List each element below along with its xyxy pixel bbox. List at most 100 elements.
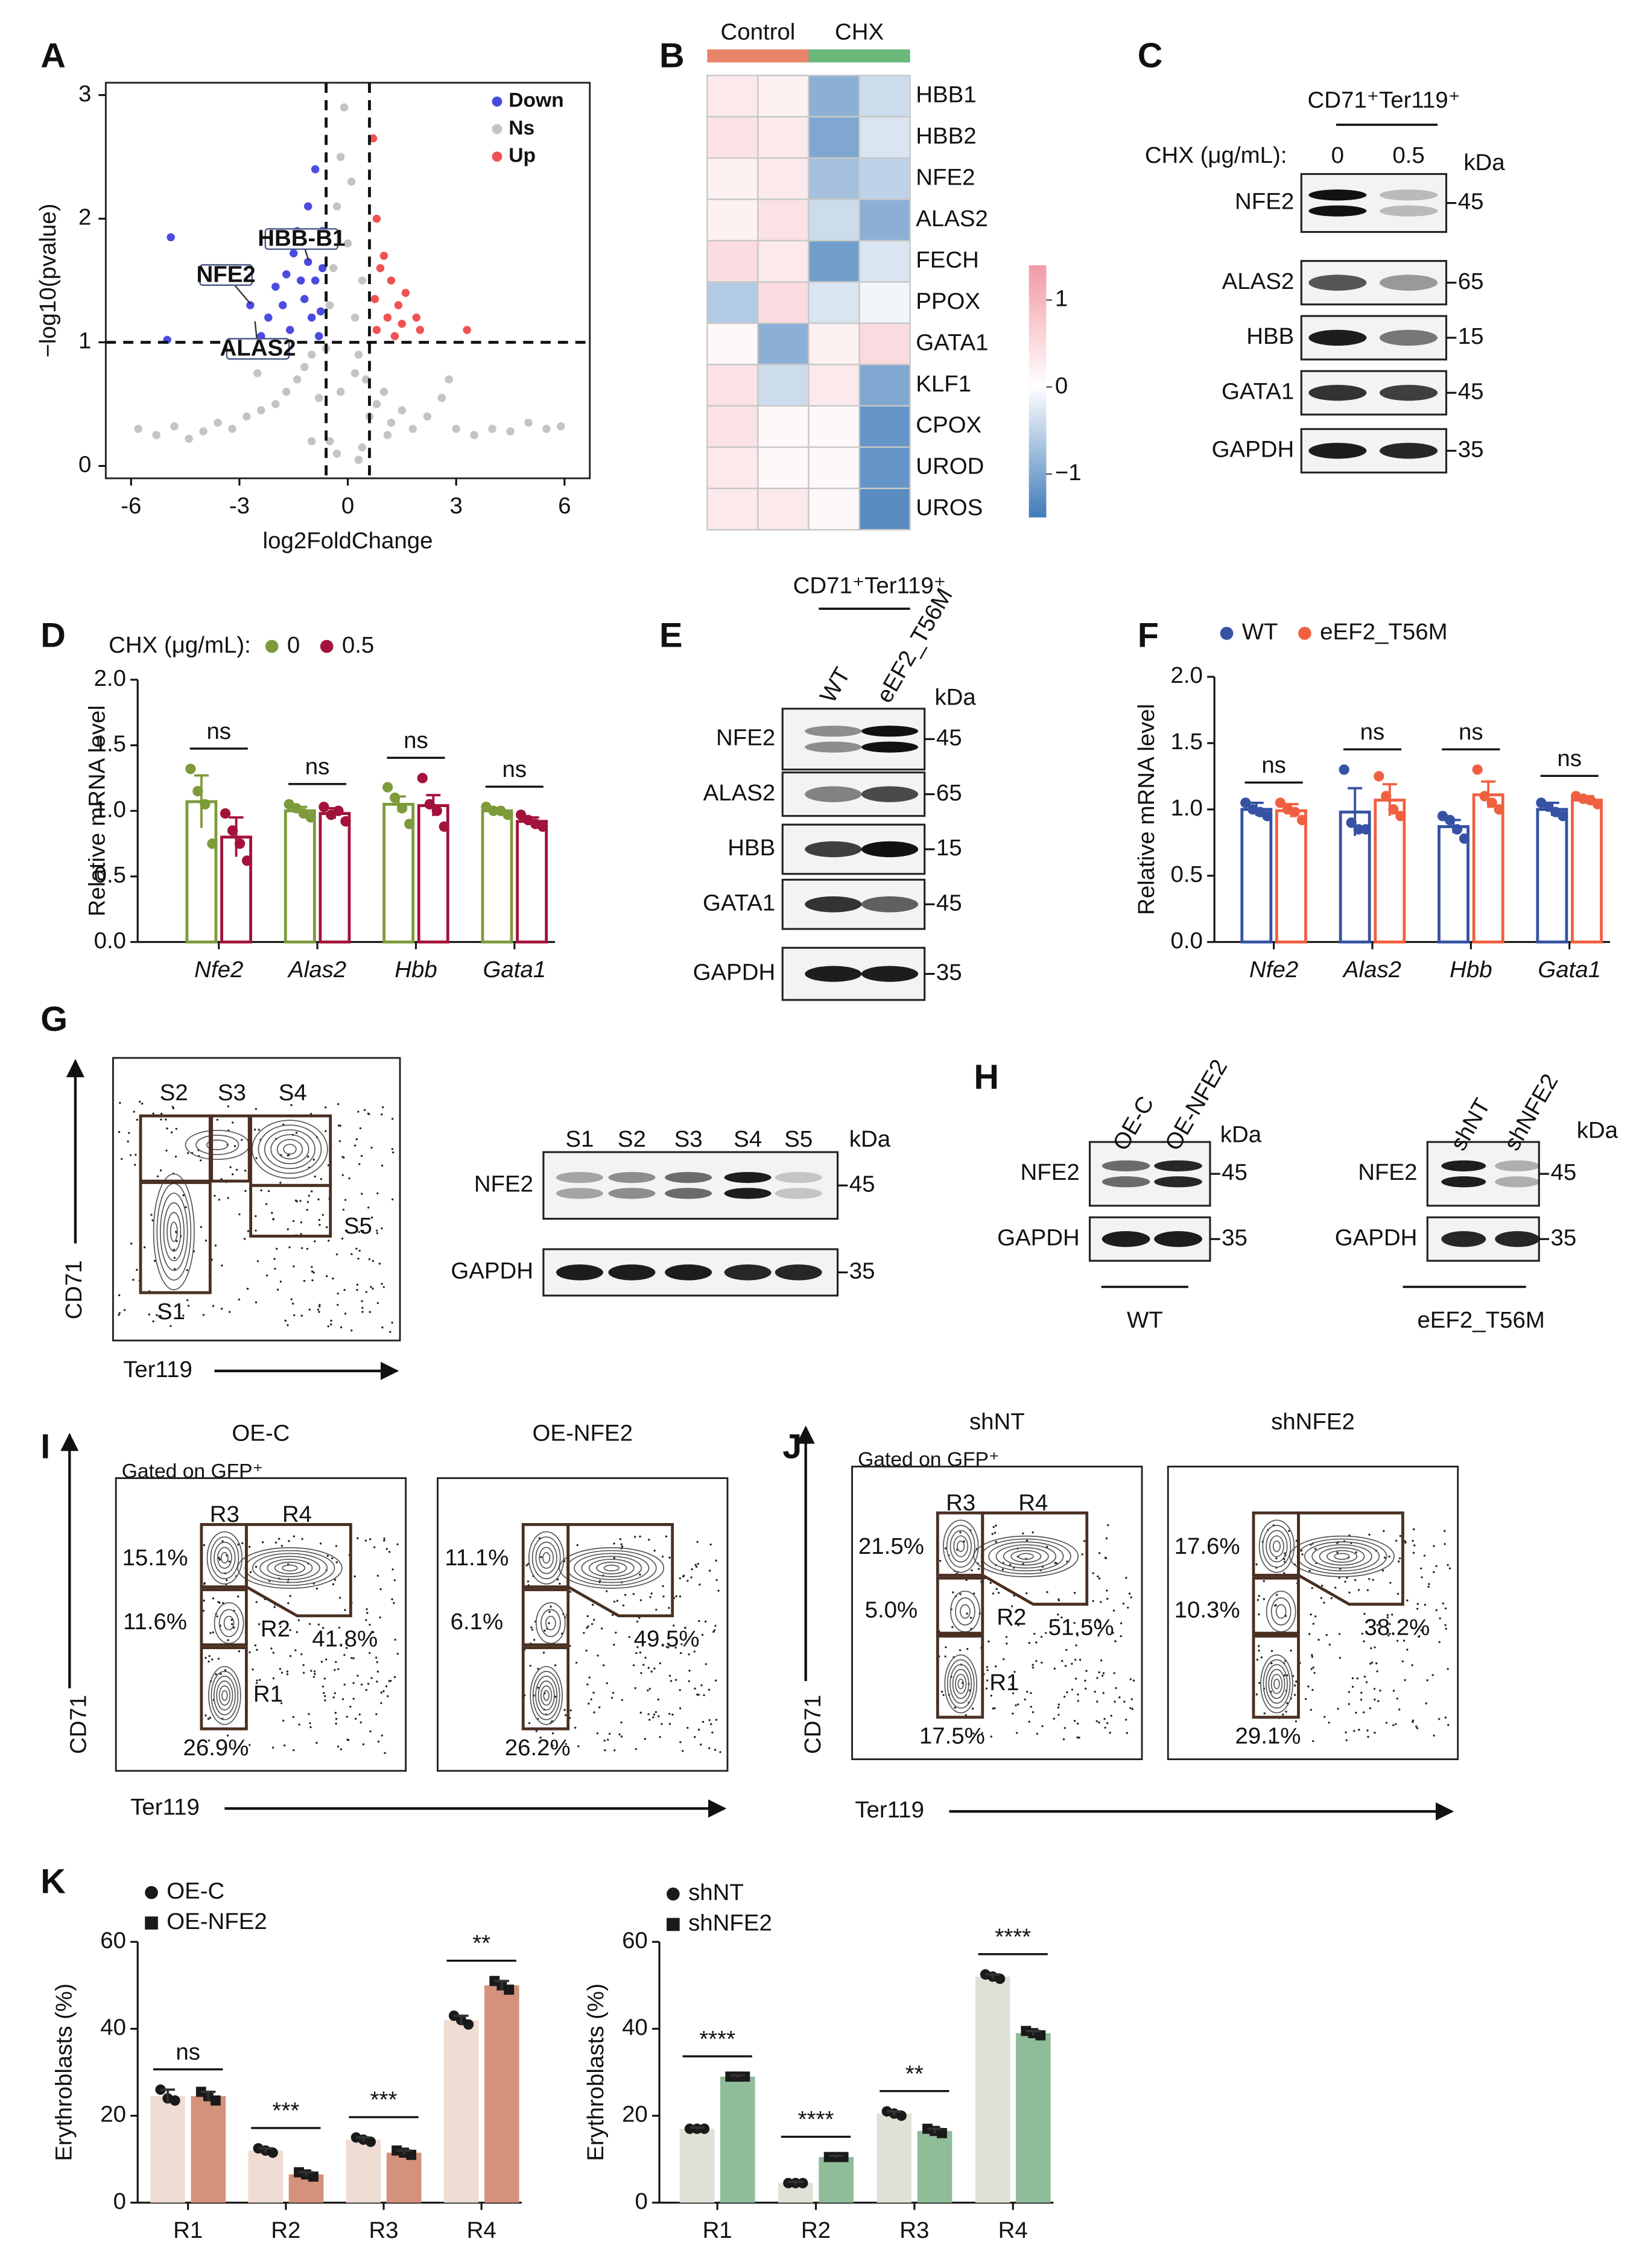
data-point [504, 1984, 515, 1995]
event-dot [380, 1702, 382, 1705]
event-dot [1308, 1633, 1311, 1635]
event-dot [1369, 1662, 1372, 1665]
data-point [340, 816, 351, 827]
event-dot [708, 1719, 711, 1722]
blot-band [1308, 205, 1367, 217]
event-dot [1035, 1641, 1038, 1644]
event-dot [668, 1712, 671, 1715]
row-label: CPOX [916, 412, 981, 438]
contour [960, 1604, 971, 1619]
data-point [896, 2110, 907, 2121]
event-dot [985, 1687, 988, 1690]
event-dot [1381, 1570, 1384, 1572]
event-dot [327, 1325, 329, 1328]
event-dot [1263, 1712, 1266, 1715]
data-point [271, 282, 280, 291]
event-dot [385, 1685, 388, 1688]
event-dot [235, 1168, 238, 1171]
gate [249, 1183, 332, 1238]
heatmap-cell [757, 239, 810, 283]
event-dot [1355, 1551, 1357, 1554]
y-tick-label: 0.5 [94, 862, 126, 888]
contour [153, 1173, 195, 1291]
heatmap-cell [757, 74, 810, 118]
data-point [303, 258, 312, 267]
contour [1258, 1519, 1295, 1573]
data-point [1592, 799, 1603, 809]
data-point [307, 313, 316, 322]
event-dot [1328, 1722, 1330, 1724]
contour [973, 1535, 1079, 1577]
event-dot [338, 1626, 341, 1629]
event-dot [1260, 1656, 1263, 1659]
event-dot [360, 1684, 363, 1686]
event-dot [296, 1631, 299, 1633]
contour [530, 1666, 563, 1725]
unit-label: kDa [1220, 1122, 1262, 1148]
data-point [542, 425, 551, 433]
kda-label: 35 [1458, 436, 1484, 462]
kda-label: 35 [936, 960, 962, 986]
event-dot [136, 1269, 138, 1271]
annotation-box [226, 338, 290, 360]
annotation-box [264, 228, 339, 250]
event-dot [691, 1568, 693, 1571]
blot-band [861, 786, 919, 802]
event-dot [389, 1331, 392, 1333]
event-dot [593, 1711, 595, 1714]
event-dot [621, 1545, 624, 1548]
event-dot [951, 1626, 954, 1629]
x-tick-label: R3 [369, 2217, 398, 2243]
lane-label: S4 [734, 1126, 762, 1152]
event-dot [638, 1617, 641, 1619]
event-dot [326, 1275, 328, 1278]
event-dot [659, 1735, 661, 1738]
contour [221, 1690, 228, 1701]
event-dot [1444, 1607, 1447, 1610]
event-dot [1103, 1718, 1106, 1720]
event-dot [1032, 1531, 1034, 1534]
row-label: NFE2 [916, 164, 975, 190]
event-dot [533, 1638, 536, 1641]
event-dot [1425, 1702, 1427, 1705]
data-point [286, 326, 294, 334]
event-dot [182, 1314, 185, 1317]
event-dot [337, 1303, 339, 1306]
event-dot [337, 1103, 340, 1106]
event-dot [715, 1718, 718, 1721]
event-dot [335, 1722, 337, 1725]
event-dot [1270, 1662, 1273, 1665]
contour [953, 1535, 969, 1557]
legend-label: shNFE2 [688, 1910, 772, 1936]
event-dot [1026, 1691, 1029, 1693]
lane-label: 0 [1331, 142, 1344, 168]
row-label: HBB [1246, 323, 1294, 349]
x-axis-label: Ter119 [123, 1357, 192, 1383]
heatmap-cell [858, 116, 911, 159]
contour [1018, 1553, 1035, 1560]
panel-label: E [659, 616, 682, 654]
bar [346, 2140, 381, 2203]
event-dot [391, 1148, 394, 1150]
row-label: NFE2 [1020, 1159, 1079, 1185]
event-dot [1420, 1567, 1422, 1570]
event-dot [300, 1653, 303, 1656]
event-dot [207, 1717, 210, 1720]
heatmap-cell [706, 239, 759, 283]
blot-frame [781, 708, 926, 771]
legend-marker [492, 124, 502, 135]
blot-band [608, 1188, 656, 1199]
event-dot [530, 1626, 533, 1629]
event-dot [997, 1591, 1000, 1594]
gate-percentage: 5.0% [865, 1597, 918, 1623]
event-dot [310, 1190, 313, 1193]
legend-label: Up [509, 145, 536, 167]
data-point [316, 307, 325, 316]
event-dot [1101, 1674, 1104, 1677]
data-point [220, 808, 231, 819]
event-dot [1074, 1677, 1077, 1680]
significance-label: ns [206, 718, 231, 744]
blot-band [724, 1188, 772, 1199]
event-dot [1074, 1658, 1077, 1661]
event-dot [661, 1723, 663, 1725]
